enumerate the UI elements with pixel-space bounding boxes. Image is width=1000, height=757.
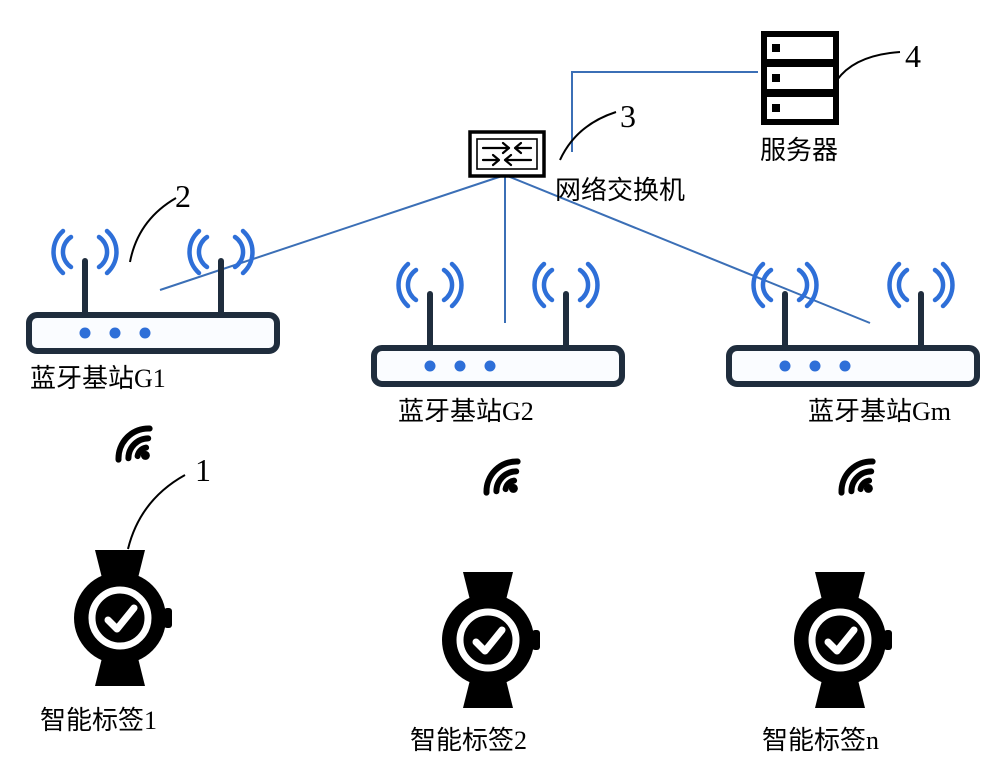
smart-tag-icon-1 <box>50 548 190 693</box>
router-label-g1: 蓝牙基站G1 <box>30 358 166 395</box>
callout-number-3: 3 <box>620 98 636 135</box>
smart-tag-icon-n <box>770 570 910 715</box>
router-icon-g2 <box>370 258 626 398</box>
router-label-g2: 蓝牙基站G2 <box>398 391 534 428</box>
smart-tag-label-1: 智能标签1 <box>40 700 157 737</box>
smart-tag-label-n: 智能标签n <box>762 720 879 757</box>
switch-label: 网络交换机 <box>555 170 685 207</box>
server-icon <box>760 30 840 135</box>
smart-tag-label-2: 智能标签2 <box>410 720 527 757</box>
switch-icon <box>468 130 546 183</box>
wifi-icon-3 <box>818 438 882 507</box>
callout-number-4: 4 <box>905 38 921 75</box>
wifi-icon-2 <box>463 438 527 507</box>
callout-number-1: 1 <box>195 452 211 489</box>
server-label: 服务器 <box>760 130 838 167</box>
router-icon-g1 <box>25 225 281 365</box>
router-icon-gm <box>725 258 981 398</box>
router-label-gm: 蓝牙基站Gm <box>808 391 951 428</box>
smart-tag-icon-2 <box>418 570 558 715</box>
callout-number-2: 2 <box>175 178 191 215</box>
wifi-icon-1 <box>95 405 159 474</box>
